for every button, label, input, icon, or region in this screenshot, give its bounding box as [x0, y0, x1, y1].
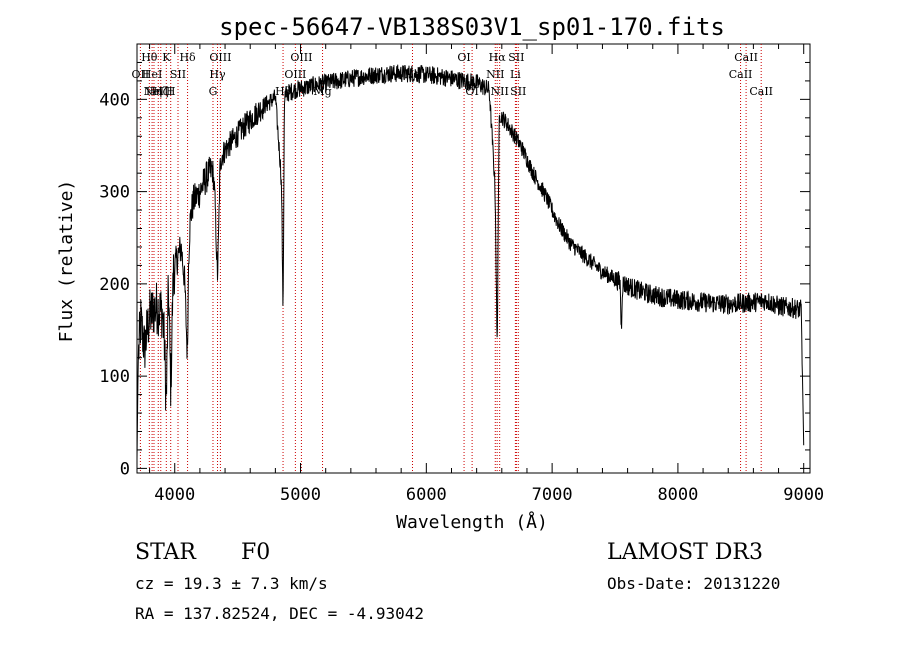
line-labels: OIIHθHeIHηNeIIIHζKHSIIHδGHγOIIIHβOIIIOII… [132, 51, 773, 98]
line-label: SII [508, 51, 524, 64]
line-label: Hθ [141, 51, 158, 64]
line-label: CaII [749, 85, 773, 98]
line-markers [139, 44, 762, 473]
line-label: Hη [146, 85, 162, 98]
plot-frame [136, 43, 811, 474]
x-tick-label: 8000 [657, 485, 698, 505]
y-axis-label: Flux (relative) [56, 180, 77, 343]
line-label: Hζ [153, 85, 169, 98]
line-label: Li [510, 68, 521, 81]
line-label: OIII [209, 51, 231, 64]
line-label: OI [457, 51, 470, 64]
x-tick-label: 4000 [154, 485, 195, 505]
line-label: K [162, 51, 171, 64]
line-label: NII [486, 68, 504, 81]
line-label: SII [170, 68, 186, 81]
line-label: Hγ [209, 68, 226, 81]
line-label: NII [491, 85, 509, 98]
y-tick-label: 300 [99, 183, 130, 203]
line-label: Hδ [179, 51, 196, 64]
line-label: G [209, 85, 218, 98]
x-tick-label: 9000 [783, 485, 824, 505]
x-axis-label: Wavelength (Å) [396, 511, 548, 533]
axes: 4000 5000 6000 7000 8000 9000 0 100 200 300 400 [99, 44, 824, 505]
spectrum-line [136, 64, 805, 460]
line-label: CaII [734, 51, 758, 64]
redshift-text: cz = 19.3 ± 7.3 km/s [135, 574, 328, 593]
x-tick-label: 5000 [280, 485, 321, 505]
line-label: CaII [729, 68, 753, 81]
y-tick-label: 0 [120, 459, 130, 479]
survey-name: LAMOST DR3 [607, 540, 763, 565]
y-tick-label: 200 [99, 275, 130, 295]
line-label: SII [510, 85, 526, 98]
line-label: HeI [142, 68, 162, 81]
obs-date: Obs-Date: 20131220 [607, 574, 781, 593]
y-tick-label: 100 [99, 367, 130, 387]
x-tick-label: 6000 [406, 485, 447, 505]
line-label: H [166, 85, 176, 98]
line-label: OIII [290, 51, 312, 64]
y-tick-label: 400 [99, 90, 130, 110]
coordinates: RA = 137.82524, DEC = -4.93042 [135, 604, 424, 623]
line-label: Hα [489, 51, 507, 64]
x-tick-label: 7000 [532, 485, 573, 505]
chart-title: spec-56647-VB138S03V1_sp01-170.fits [219, 13, 725, 41]
line-label: OIII [284, 68, 306, 81]
line-label: OII [132, 68, 150, 81]
object-class: STAR [135, 540, 196, 565]
line-label: NeIII [144, 85, 173, 98]
subclass: F0 [241, 540, 271, 565]
